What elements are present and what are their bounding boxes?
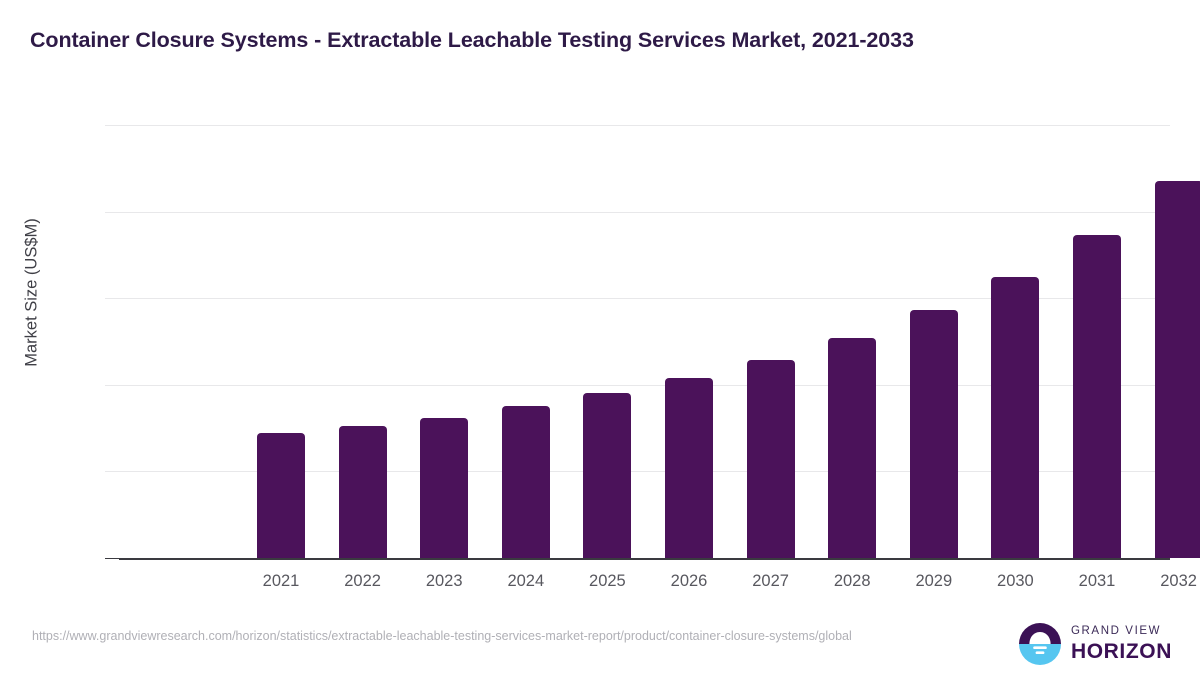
bar-2023[interactable]: [420, 417, 469, 558]
x-axis-line: [119, 558, 1170, 560]
bar-2032[interactable]: [1154, 181, 1200, 558]
bar-2027[interactable]: [746, 359, 795, 558]
x-tick-2023: 2023: [425, 572, 463, 590]
source-url[interactable]: https://www.grandviewresearch.com/horizo…: [32, 629, 852, 643]
x-tick-2031: 2031: [1078, 572, 1116, 590]
page-title: Container Closure Systems - Extractable …: [30, 28, 914, 52]
y-tick-mark: [105, 558, 119, 559]
x-tick-2025: 2025: [589, 572, 626, 590]
y-axis-title: Market Size (US$M): [22, 218, 41, 367]
gridline: [119, 125, 1170, 126]
bar-2031[interactable]: [1073, 234, 1121, 558]
x-tick-2030: 2030: [997, 572, 1034, 590]
gridline: [119, 298, 1170, 300]
gridline: [119, 471, 1170, 473]
bar-2030[interactable]: [991, 277, 1040, 558]
x-tick-2027: 2027: [752, 572, 789, 590]
y-tick-mark: [105, 125, 119, 126]
x-tick-2026: 2026: [670, 572, 708, 590]
x-tick-2028: 2028: [833, 572, 871, 590]
logo-line-horizon: HORIZON: [1070, 639, 1172, 663]
x-tick-2022: 2022: [344, 572, 381, 590]
gridline: [119, 384, 1170, 386]
logo-line-grand-view: GRAND VIEW: [1070, 625, 1162, 638]
bar-2025[interactable]: [583, 393, 632, 558]
chart-plot-area: Market Size (US$M) 02004006008001000 202…: [22, 100, 1200, 590]
bar-2029[interactable]: [909, 310, 958, 558]
x-tick-2032: 2032: [1160, 572, 1197, 590]
bar-2024[interactable]: [501, 405, 550, 558]
x-tick-2029: 2029: [915, 572, 953, 590]
y-tick-mark: [105, 298, 119, 300]
bar-series: [119, 100, 1200, 558]
bar-2028[interactable]: [828, 337, 877, 558]
logo-wordmark: GRAND VIEW HORIZON: [1071, 626, 1172, 662]
plot-inner: 02004006008001000 2021202220232024202520…: [105, 100, 1200, 590]
grand-view-horizon-logo: GRAND VIEW HORIZON: [1018, 622, 1172, 666]
gridline: [119, 211, 1170, 213]
bar-2022[interactable]: [338, 425, 387, 558]
y-tick-mark: [105, 471, 119, 473]
y-tick-mark: [105, 384, 119, 386]
horizon-sunrise-icon: [1018, 623, 1061, 665]
x-tick-2024: 2024: [507, 572, 545, 590]
bar-2026[interactable]: [665, 377, 713, 558]
y-tick-mark: [105, 211, 119, 213]
x-tick-2021: 2021: [262, 572, 300, 590]
bar-2021[interactable]: [257, 433, 305, 558]
